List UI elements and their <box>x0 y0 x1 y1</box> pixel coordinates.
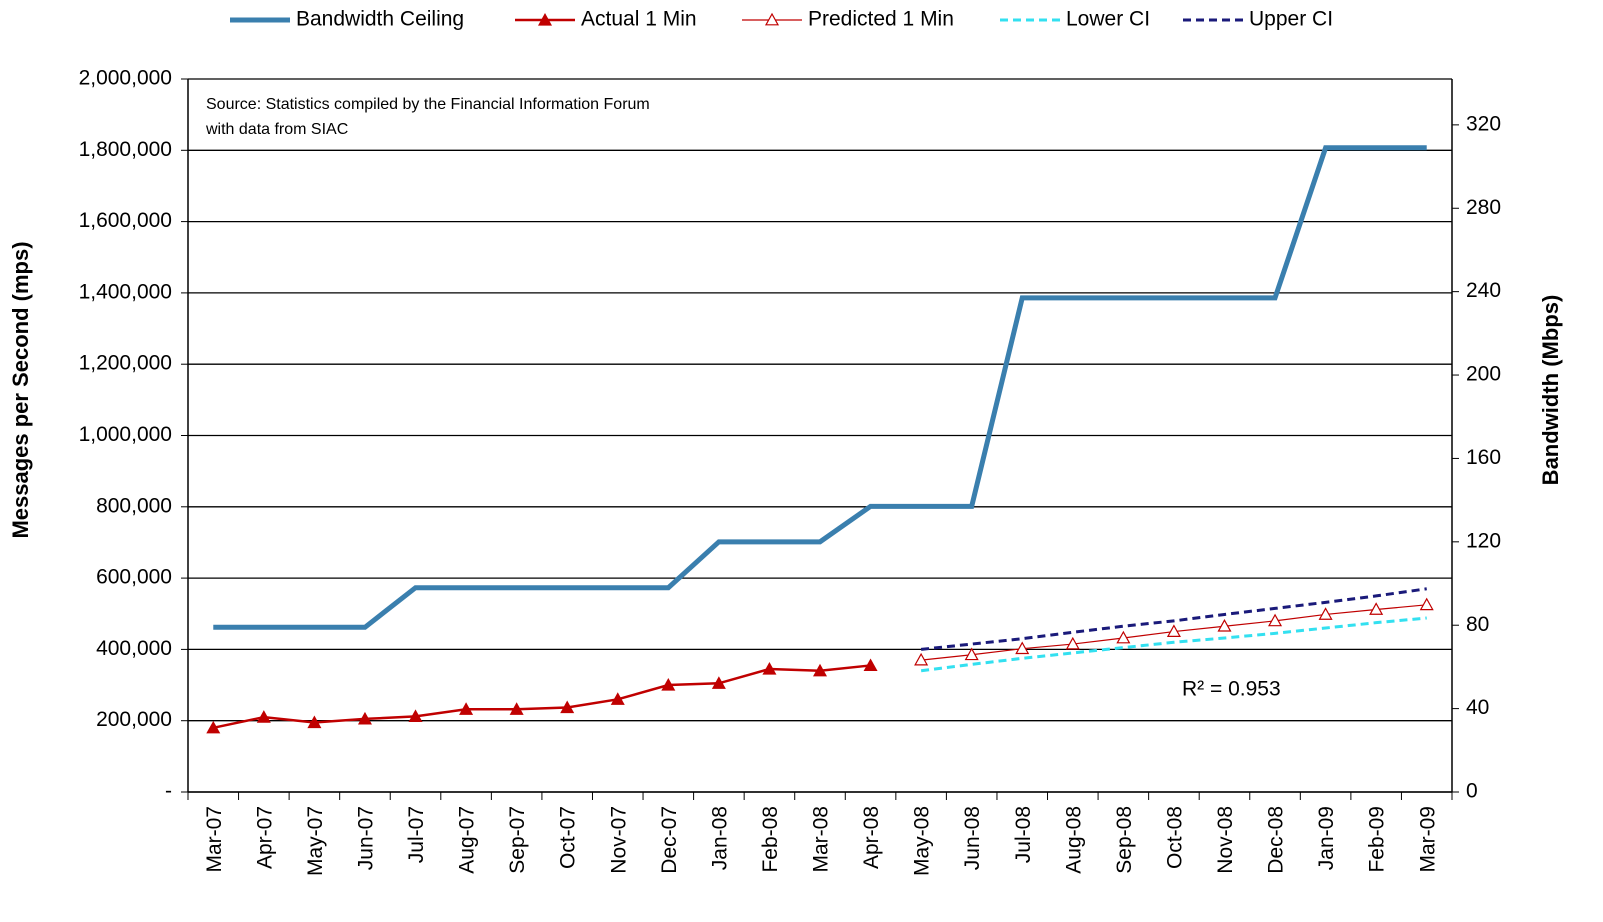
marker <box>1166 624 1181 637</box>
series-line <box>213 664 871 730</box>
marker <box>1217 618 1232 632</box>
x-tick-label: Oct-08 <box>1163 806 1186 869</box>
x-tick-label: Jun-08 <box>961 806 984 870</box>
x-tick-label: Oct-07 <box>557 806 580 869</box>
marker <box>813 663 827 677</box>
legend-label: Actual 1 Min <box>581 8 697 31</box>
x-tick-label: Dec-08 <box>1265 806 1288 874</box>
y2-tick-label: 240 <box>1466 279 1501 302</box>
y2-tick-label: 280 <box>1466 196 1501 219</box>
y-tick-label: 1,800,000 <box>79 138 172 161</box>
marker <box>764 12 780 26</box>
marker <box>610 692 625 705</box>
x-tick-label: Aug-08 <box>1062 806 1085 874</box>
y2-tick-label: 320 <box>1466 112 1501 135</box>
x-tick-label: Nov-08 <box>1214 806 1237 874</box>
marker <box>762 662 777 675</box>
series-line <box>920 616 1427 673</box>
x-tick-label: Sep-08 <box>1113 806 1136 874</box>
x-tick-label: Mar-07 <box>203 806 226 873</box>
marker <box>1116 630 1131 644</box>
marker <box>459 702 474 715</box>
y-tick-label: 400,000 <box>96 637 172 660</box>
legend-label: Predicted 1 Min <box>808 8 954 31</box>
y-tick-label: 600,000 <box>96 566 172 589</box>
y2-tick-label: 0 <box>1466 780 1478 803</box>
x-tick-label: Jun-07 <box>355 806 378 870</box>
marker <box>1065 636 1080 650</box>
x-tick-label: Mar-09 <box>1416 806 1439 873</box>
y-tick-label: 1,600,000 <box>79 209 172 232</box>
x-tick-label: Dec-07 <box>658 806 681 874</box>
marker <box>1369 602 1384 615</box>
y-tick-label: - <box>165 780 172 803</box>
x-tick-label: Mar-08 <box>810 806 833 873</box>
marker <box>538 13 552 26</box>
marker <box>914 652 929 666</box>
x-tick-label: Apr-08 <box>860 806 883 869</box>
x-tick-label: Feb-09 <box>1366 806 1389 873</box>
marker <box>1419 597 1434 611</box>
y2-tick-label: 160 <box>1466 446 1501 469</box>
x-tick-label: Jul-08 <box>1012 806 1035 863</box>
marker <box>307 715 322 729</box>
y-tick-label: 1,000,000 <box>79 423 172 446</box>
marker <box>560 700 575 714</box>
x-tick-label: Apr-07 <box>253 806 276 869</box>
marker <box>661 678 676 691</box>
marker <box>408 709 423 723</box>
x-tick-label: May-07 <box>304 806 327 876</box>
marker <box>1318 607 1333 620</box>
legend-label: Bandwidth Ceiling <box>296 8 464 31</box>
y-tick-label: 1,200,000 <box>79 352 172 375</box>
y-tick-label: 800,000 <box>96 494 172 517</box>
marker <box>863 658 878 672</box>
series-line <box>920 587 1427 651</box>
y-axis-title: Messages per Second (mps) <box>8 241 33 538</box>
marker <box>206 720 221 734</box>
r-squared: R² = 0.953 <box>1182 678 1281 701</box>
y2-tick-label: 200 <box>1466 363 1501 386</box>
y2-tick-label: 120 <box>1466 529 1501 552</box>
y-tick-label: 200,000 <box>96 708 172 731</box>
y-tick-label: 2,000,000 <box>79 67 172 90</box>
legend-label: Lower CI <box>1066 8 1150 31</box>
marker <box>1268 613 1283 627</box>
source-note: with data from SIAC <box>205 121 348 138</box>
x-tick-label: Jul-07 <box>405 806 428 863</box>
x-tick-label: Feb-08 <box>759 806 782 873</box>
marker <box>964 647 979 661</box>
y2-tick-label: 40 <box>1466 696 1489 719</box>
marker <box>357 711 372 725</box>
x-tick-label: Sep-07 <box>506 806 529 874</box>
marker <box>711 676 726 689</box>
marker <box>509 702 524 715</box>
x-tick-label: Aug-07 <box>456 806 479 874</box>
y-tick-label: 1,400,000 <box>79 280 172 303</box>
x-tick-label: Jan-08 <box>708 806 731 870</box>
y2-tick-label: 80 <box>1466 613 1489 636</box>
series-line <box>213 145 1427 630</box>
marker <box>256 710 271 723</box>
legend-label: Upper CI <box>1249 8 1333 31</box>
y2-axis-title: Bandwidth (Mbps) <box>1538 295 1563 486</box>
x-tick-label: Nov-07 <box>607 806 630 874</box>
x-tick-label: Jan-09 <box>1315 806 1338 870</box>
source-note: Source: Statistics compiled by the Finan… <box>206 96 650 113</box>
x-tick-label: May-08 <box>911 806 934 876</box>
marker <box>1015 641 1030 655</box>
